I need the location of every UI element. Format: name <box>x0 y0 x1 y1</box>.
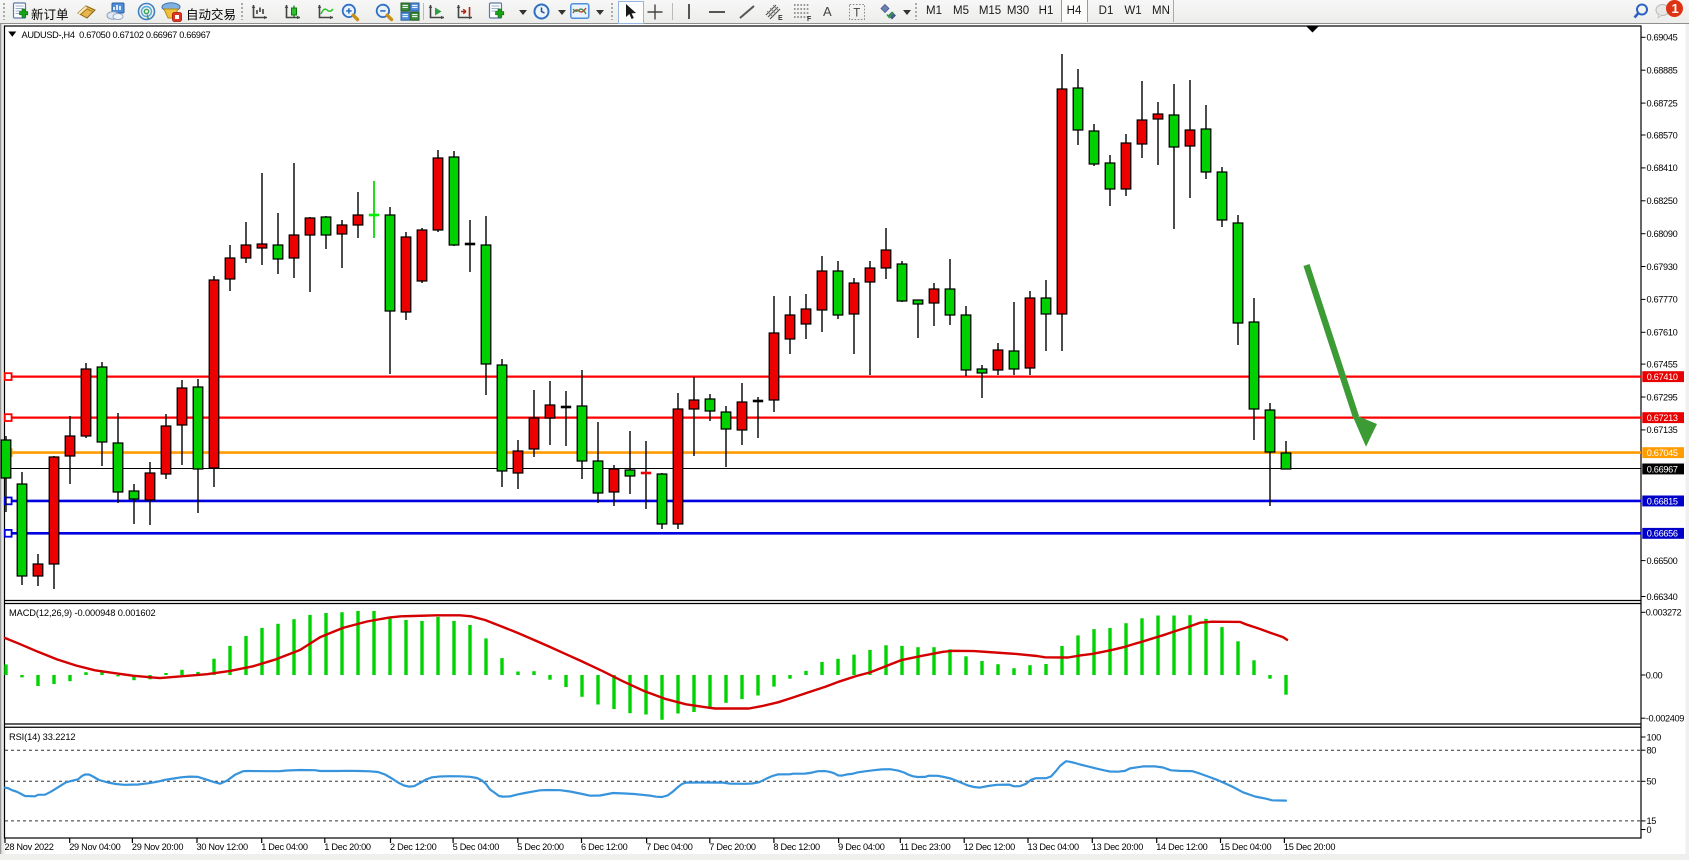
svg-text:0.66967: 0.66967 <box>1647 464 1678 474</box>
svg-text:100: 100 <box>1647 732 1662 742</box>
svg-text:0.67135: 0.67135 <box>1647 425 1678 435</box>
svg-text:F: F <box>807 16 812 22</box>
svg-text:0.68090: 0.68090 <box>1647 229 1678 239</box>
svg-text:29 Nov 20:00: 29 Nov 20:00 <box>132 842 183 852</box>
svg-text:0.67410: 0.67410 <box>1647 372 1678 382</box>
svg-text:E: E <box>778 15 783 22</box>
svg-text:0.67610: 0.67610 <box>1647 328 1678 338</box>
svg-text:0.66656: 0.66656 <box>1647 529 1678 539</box>
svg-text:6 Dec 12:00: 6 Dec 12:00 <box>581 842 628 852</box>
svg-text:-0.002409: -0.002409 <box>1646 714 1684 724</box>
svg-text:0.00: 0.00 <box>1646 670 1663 680</box>
svg-text:5 Dec 04:00: 5 Dec 04:00 <box>453 842 500 852</box>
svg-text:50: 50 <box>1647 777 1657 787</box>
svg-text:80: 80 <box>1647 746 1657 756</box>
svg-text:1 Dec 20:00: 1 Dec 20:00 <box>324 842 371 852</box>
svg-text:15 Dec 20:00: 15 Dec 20:00 <box>1284 842 1335 852</box>
svg-text:T: T <box>853 8 860 20</box>
svg-text:0.69045: 0.69045 <box>1647 33 1678 43</box>
svg-text:0.67455: 0.67455 <box>1647 359 1678 369</box>
svg-text:0.68410: 0.68410 <box>1647 163 1678 173</box>
svg-text:0.67045: 0.67045 <box>1647 448 1678 458</box>
svg-text:14 Dec 12:00: 14 Dec 12:00 <box>1156 842 1207 852</box>
svg-text:MACD(12,26,9) -0.000948 0.0016: MACD(12,26,9) -0.000948 0.001602 <box>9 608 156 618</box>
svg-text:7 Dec 04:00: 7 Dec 04:00 <box>646 842 693 852</box>
svg-text:29 Nov 04:00: 29 Nov 04:00 <box>69 842 120 852</box>
svg-text:0.003272: 0.003272 <box>1646 608 1682 618</box>
svg-text:0.66815: 0.66815 <box>1647 496 1678 506</box>
svg-text:0: 0 <box>1647 825 1652 835</box>
svg-text:0.67213: 0.67213 <box>1647 413 1678 423</box>
svg-text:0.68250: 0.68250 <box>1647 196 1678 206</box>
svg-text:11 Dec 23:00: 11 Dec 23:00 <box>900 842 951 852</box>
svg-text:0.68885: 0.68885 <box>1647 66 1678 76</box>
svg-text:12 Dec 12:00: 12 Dec 12:00 <box>964 842 1015 852</box>
svg-text:0.67930: 0.67930 <box>1647 262 1678 272</box>
svg-text:0.66340: 0.66340 <box>1647 592 1678 602</box>
svg-text:0.66500: 0.66500 <box>1647 556 1678 566</box>
svg-text:28 Nov 2022: 28 Nov 2022 <box>5 842 54 852</box>
svg-text:15: 15 <box>1647 816 1657 826</box>
svg-text:0.67770: 0.67770 <box>1647 295 1678 305</box>
svg-text:AUDUSD-,H4 0.67050 0.67102 0.: AUDUSD-,H4 0.67050 0.67102 0.66967 0.669… <box>22 30 211 40</box>
svg-text:2 Dec 12:00: 2 Dec 12:00 <box>390 842 437 852</box>
svg-text:13 Dec 04:00: 13 Dec 04:00 <box>1028 842 1079 852</box>
svg-text:0.67295: 0.67295 <box>1647 392 1678 402</box>
svg-text:8 Dec 12:00: 8 Dec 12:00 <box>773 842 820 852</box>
svg-text:1 Dec 04:00: 1 Dec 04:00 <box>261 842 308 852</box>
svg-text:0.68725: 0.68725 <box>1647 98 1678 108</box>
svg-text:RSI(14) 33.2212: RSI(14) 33.2212 <box>9 732 75 742</box>
svg-text:30 Nov 12:00: 30 Nov 12:00 <box>197 842 248 852</box>
svg-text:9 Dec 04:00: 9 Dec 04:00 <box>838 842 885 852</box>
svg-text:0.68570: 0.68570 <box>1647 130 1678 140</box>
svg-text:13 Dec 20:00: 13 Dec 20:00 <box>1092 842 1143 852</box>
svg-text:15 Dec 04:00: 15 Dec 04:00 <box>1220 842 1271 852</box>
svg-text:5 Dec 20:00: 5 Dec 20:00 <box>517 842 564 852</box>
svg-text:7 Dec 20:00: 7 Dec 20:00 <box>709 842 756 852</box>
